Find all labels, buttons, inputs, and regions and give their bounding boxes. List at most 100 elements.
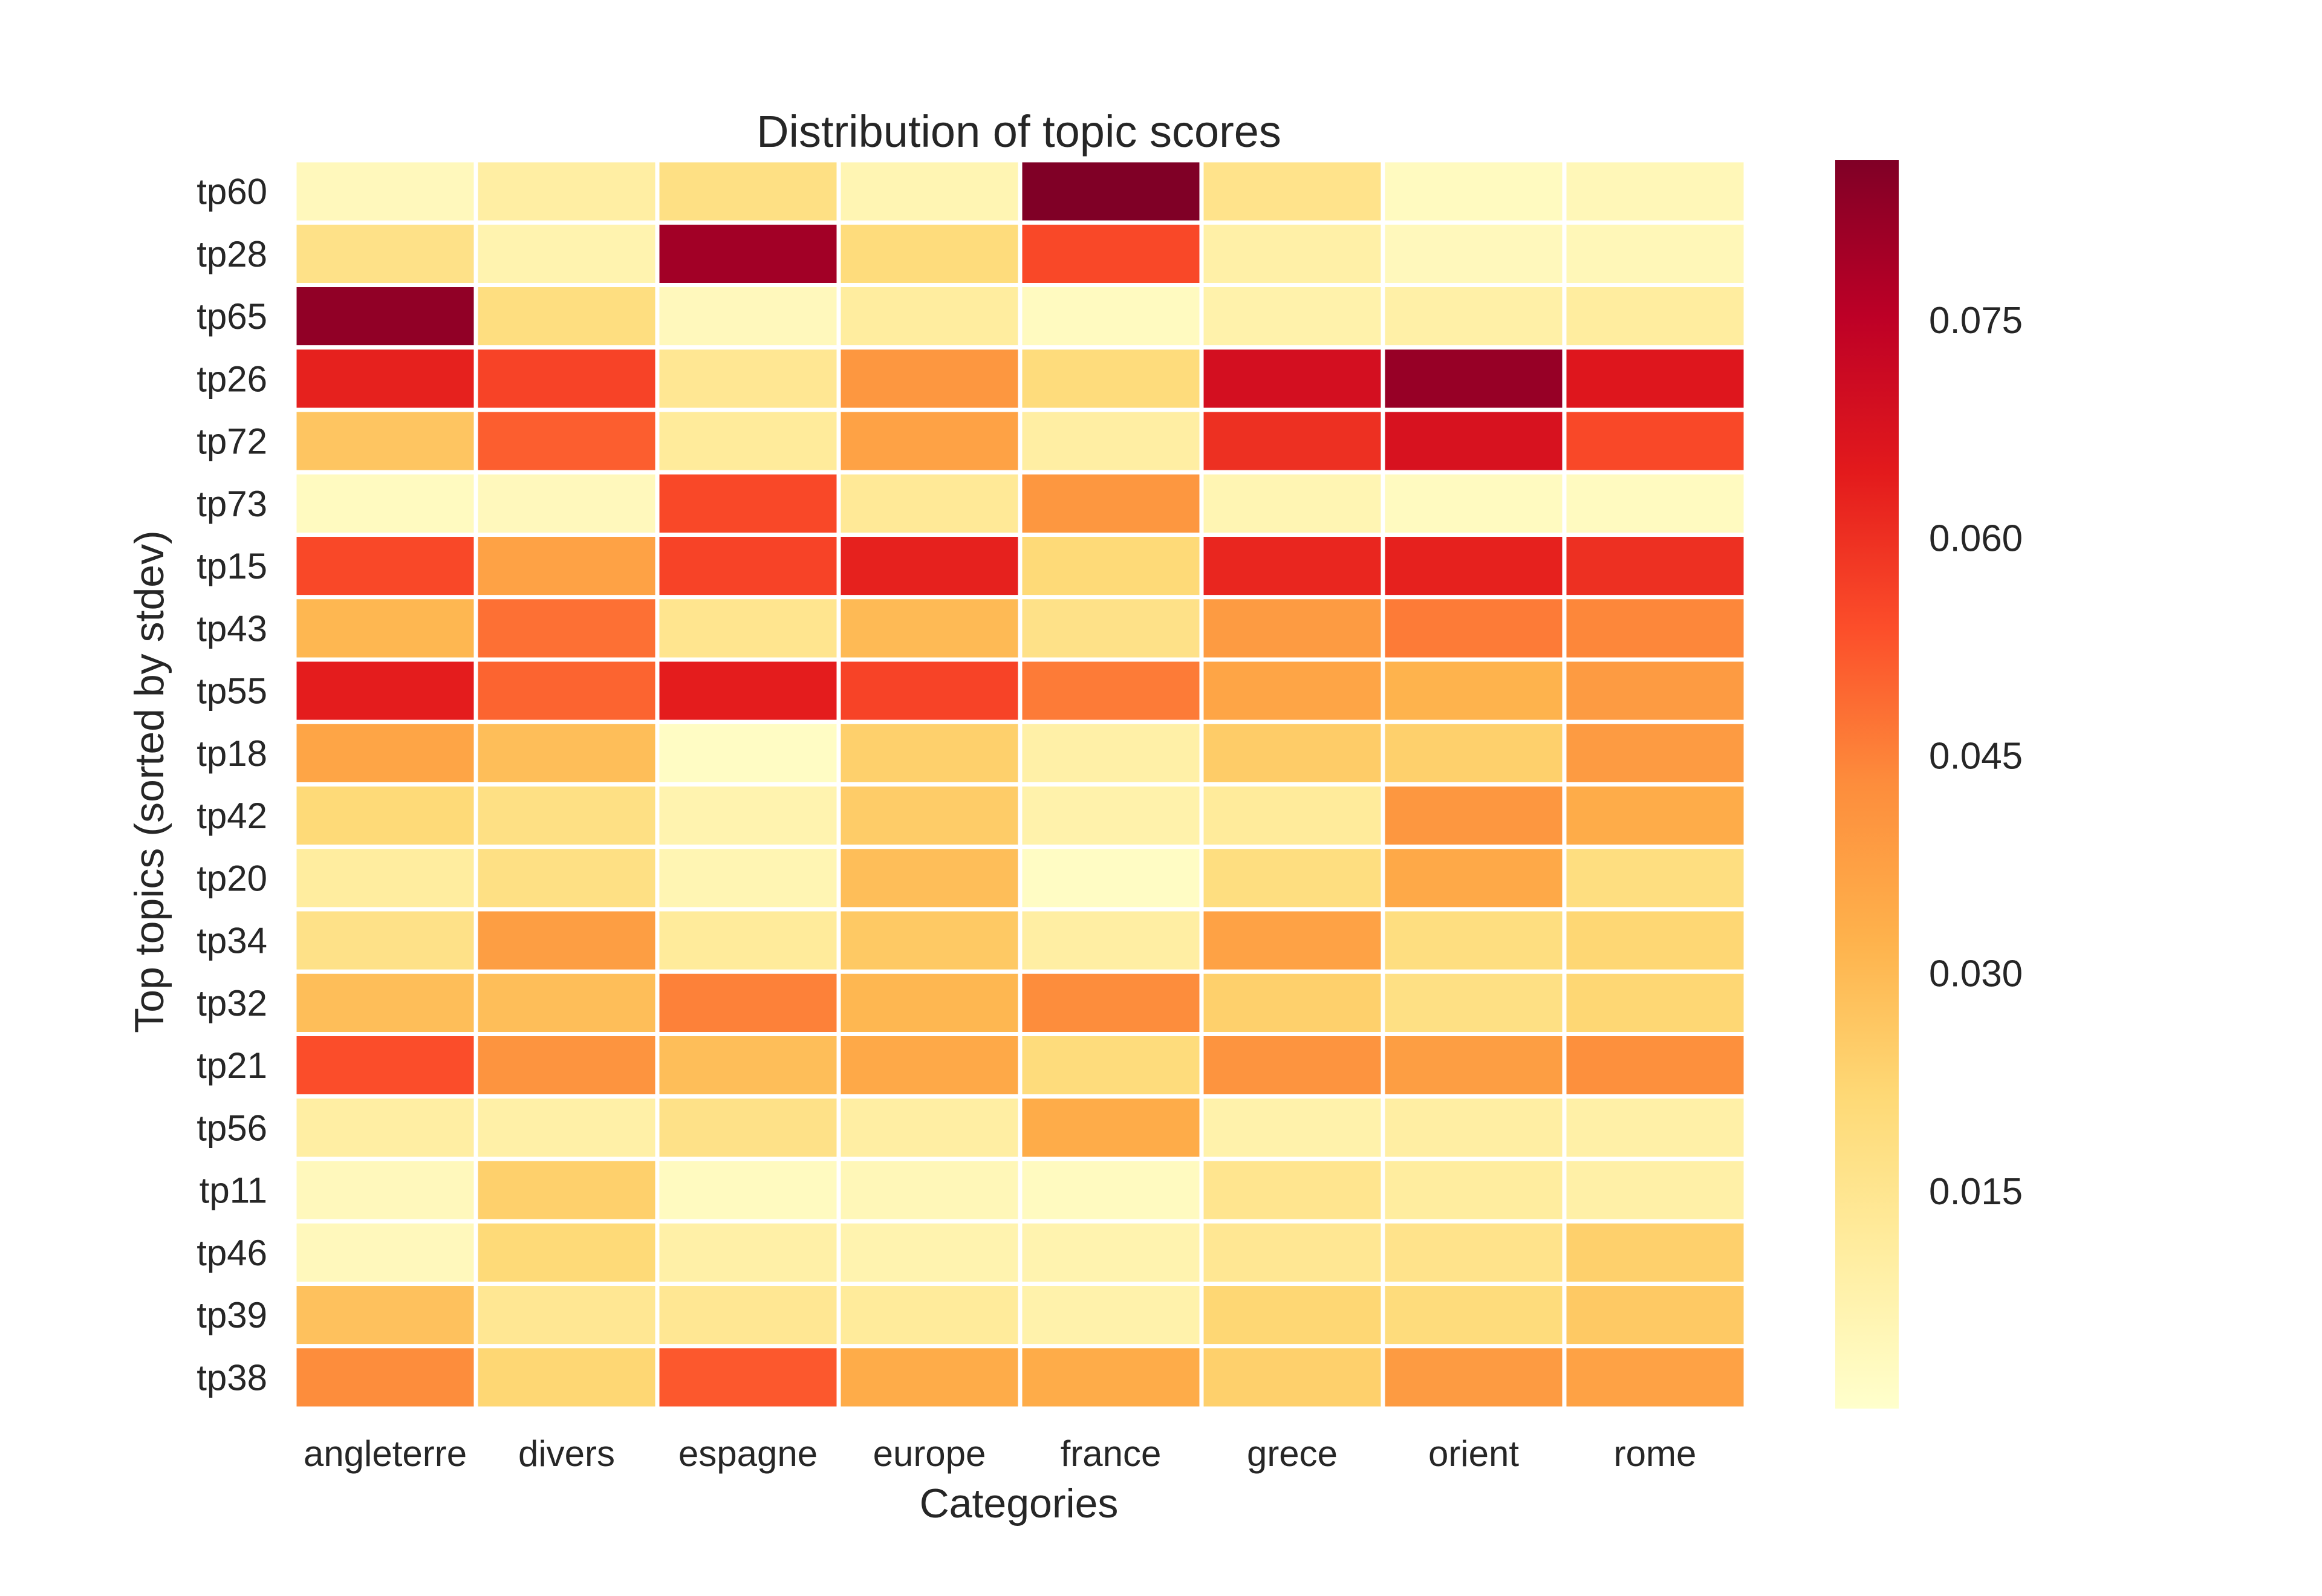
heatmap-cell-tp11-divers [473,1156,660,1224]
y-axis-label: Top topics (sorted by stdev) [126,530,172,1033]
heatmap-cell-tp38-grece [1199,1344,1385,1411]
heatmap-cell-tp32-espagne [655,969,841,1036]
heatmap-cell-tp42-angleterre [292,782,478,849]
heatmap-cell-tp73-angleterre [292,470,478,537]
colorbar-tick-labels: 0.015 0.030 0.045 0.060 0.075 [1929,300,2023,1213]
heatmap-cell-tp65-angleterre [292,283,478,350]
heatmap-cell-tp18-orient [1381,719,1567,787]
heatmap-cell-tp21-rome [1562,1032,1748,1099]
heatmap-cell-tp15-angleterre [292,533,478,600]
heatmap-cell-tp11-espagne [655,1156,841,1224]
heatmap-cell-tp38-orient [1381,1344,1567,1411]
heatmap-cell-tp42-grece [1199,782,1385,849]
heatmap-cell-tp55-angleterre [292,657,478,724]
heatmap-cell-tp42-orient [1381,782,1567,849]
heatmap-cell-tp73-divers [473,470,660,537]
heatmap-cell-tp39-orient [1381,1282,1567,1349]
heatmap-cell-tp65-grece [1199,283,1385,350]
heatmap-cell-tp18-rome [1562,719,1748,787]
heatmap-cell-tp39-divers [473,1282,660,1349]
heatmap-cell-tp38-france [1018,1344,1204,1411]
heatmap-cell-tp20-grece [1199,845,1385,912]
heatmap-cell-tp43-france [1018,595,1204,662]
y-tick-label: tp20 [197,858,267,898]
heatmap-cell-tp18-espagne [655,719,841,787]
heatmap-cell-tp42-europe [836,782,1023,849]
heatmap-cell-tp43-europe [836,595,1023,662]
heatmap-cell-tp72-france [1018,407,1204,475]
heatmap-cell-tp73-rome [1562,470,1748,537]
y-tick-label: tp73 [197,484,267,524]
heatmap-cell-tp15-france [1018,533,1204,600]
heatmap-cell-tp42-france [1018,782,1204,849]
heatmap-cell-tp32-divers [473,969,660,1036]
x-tick-labels: angleterre divers espagne europe france grece… [304,1433,1696,1474]
heatmap-cell-tp11-grece [1199,1156,1385,1224]
heatmap-cell-tp55-europe [836,657,1023,724]
heatmap-cell-tp26-espagne [655,345,841,412]
heatmap-cell-tp21-espagne [655,1032,841,1099]
heatmap-cell-tp43-espagne [655,595,841,662]
heatmap-cell-tp73-europe [836,470,1023,537]
heatmap-cell-tp34-divers [473,907,660,974]
heatmap-cell-tp46-orient [1381,1219,1567,1286]
y-tick-label: tp15 [197,546,267,586]
x-tick-label: grece [1247,1433,1338,1474]
heatmap-cell-tp15-espagne [655,533,841,600]
heatmap-cell-tp56-espagne [655,1094,841,1161]
heatmap-cell-tp65-espagne [655,283,841,350]
heatmap-cell-tp55-espagne [655,657,841,724]
heatmap-cell-tp21-grece [1199,1032,1385,1099]
chart-title: Distribution of topic scores [756,106,1281,157]
y-tick-label: tp21 [197,1045,267,1086]
heatmap-cell-tp73-france [1018,470,1204,537]
y-tick-label: tp55 [197,671,267,712]
heatmap-cell-tp46-divers [473,1219,660,1286]
heatmap-cell-tp39-angleterre [292,1282,478,1349]
heatmap-cell-tp38-espagne [655,1344,841,1411]
y-tick-label: tp11 [200,1170,267,1211]
heatmap-cell-tp28-europe [836,220,1023,287]
heatmap-cell-tp46-grece [1199,1219,1385,1286]
heatmap-cell-tp60-divers [473,158,660,225]
heatmap-cell-tp28-angleterre [292,220,478,287]
heatmap-cell-tp11-orient [1381,1156,1567,1224]
colorbar-tick-label: 0.030 [1929,953,2023,995]
y-tick-label: tp18 [197,733,267,774]
heatmap-cell-tp38-europe [836,1344,1023,1411]
heatmap-cell-tp34-espagne [655,907,841,974]
heatmap-cell-tp28-grece [1199,220,1385,287]
y-tick-label: tp34 [197,921,267,961]
heatmap-cell-tp34-france [1018,907,1204,974]
heatmap-cell-tp43-grece [1199,595,1385,662]
heatmap-cell-tp21-divers [473,1032,660,1099]
y-tick-label: tp32 [197,983,267,1023]
heatmap-cell-tp60-orient [1381,158,1567,225]
heatmap-cell-tp38-angleterre [292,1344,478,1411]
heatmap-cell-tp21-angleterre [292,1032,478,1099]
y-tick-label: tp72 [197,421,267,462]
heatmap-cell-tp65-france [1018,283,1204,350]
heatmap-cell-tp20-france [1018,845,1204,912]
heatmap-cell-tp72-rome [1562,407,1748,475]
heatmap-cell-tp65-europe [836,283,1023,350]
heatmap-cell-tp55-grece [1199,657,1385,724]
colorbar-tick-label: 0.045 [1929,735,2023,777]
heatmap-cell-tp72-divers [473,407,660,475]
heatmap-cell-tp20-orient [1381,845,1567,912]
heatmap-cell-tp43-orient [1381,595,1567,662]
heatmap-cell-tp11-europe [836,1156,1023,1224]
y-tick-label: tp38 [197,1357,267,1398]
y-tick-label: tp56 [197,1108,267,1148]
heatmap-cell-tp39-rome [1562,1282,1748,1349]
heatmap-cell-tp28-france [1018,220,1204,287]
heatmap-cell-tp15-orient [1381,533,1567,600]
x-tick-label: orient [1428,1433,1519,1474]
heatmap-cell-tp28-orient [1381,220,1567,287]
heatmap-cell-tp11-rome [1562,1156,1748,1224]
heatmap-cell-tp39-france [1018,1282,1204,1349]
heatmap-cell-tp60-grece [1199,158,1385,225]
y-tick-label: tp46 [197,1233,267,1273]
heatmap-cell-tp73-grece [1199,470,1385,537]
